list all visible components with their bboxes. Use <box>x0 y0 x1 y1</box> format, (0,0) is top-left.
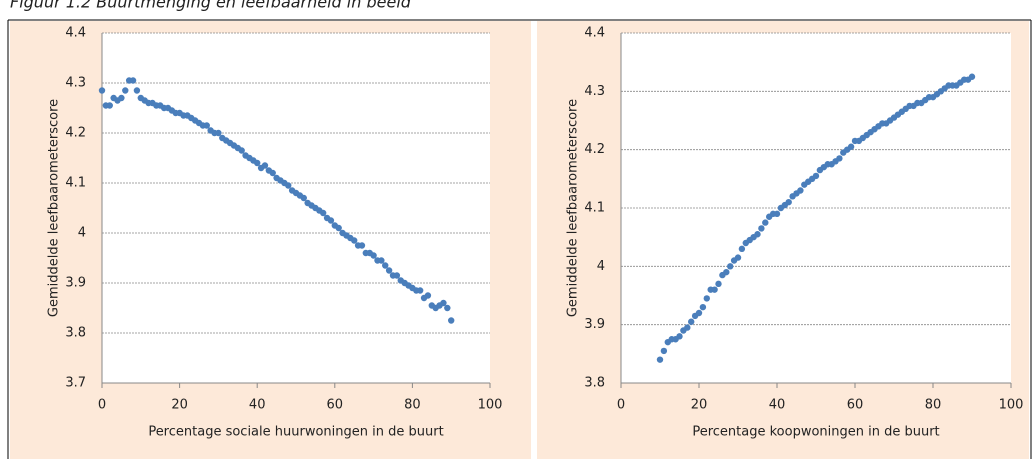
y-axis-title: Gemiddelde leefbaarometerscore <box>566 99 581 317</box>
plot-area <box>102 33 490 383</box>
y-tick-label: 4.2 <box>65 126 86 141</box>
y-axis-title: Gemiddelde leefbaarometerscore <box>47 99 62 317</box>
x-tick-label: 100 <box>999 398 1024 413</box>
data-point <box>715 280 722 288</box>
data-point <box>215 129 222 137</box>
data-point <box>762 219 769 226</box>
x-tick-label: 0 <box>617 398 625 413</box>
data-point <box>254 159 261 167</box>
data-point <box>448 317 455 324</box>
data-point <box>440 299 447 307</box>
data-point <box>122 87 129 94</box>
data-point <box>351 237 358 244</box>
y-tick-label: 4.1 <box>584 201 605 216</box>
data-point <box>370 252 377 259</box>
x-tick-label: 20 <box>171 398 188 413</box>
data-point <box>327 217 335 224</box>
x-tick-label: 0 <box>98 398 106 413</box>
data-point <box>758 225 765 232</box>
data-point <box>660 347 668 355</box>
data-point <box>968 73 976 80</box>
data-point <box>118 94 125 102</box>
data-point <box>319 209 327 217</box>
data-point <box>727 263 734 270</box>
data-point <box>133 87 141 94</box>
x-tick-label: 40 <box>249 398 266 413</box>
data-point <box>847 143 855 150</box>
data-point <box>382 262 389 269</box>
data-point <box>738 245 746 253</box>
x-tick-label: 60 <box>327 398 344 413</box>
y-tick-label: 3.7 <box>65 376 86 391</box>
data-point <box>129 77 137 84</box>
data-point <box>424 292 432 299</box>
y-tick-label: 3.9 <box>65 276 86 291</box>
data-point <box>656 356 664 363</box>
y-tick-label: 4 <box>597 259 605 274</box>
x-tick-label: 80 <box>404 398 421 413</box>
data-point <box>688 318 695 325</box>
data-point <box>261 162 269 169</box>
data-point <box>695 309 703 317</box>
data-point <box>444 304 451 312</box>
data-point <box>378 257 385 264</box>
data-point <box>797 187 804 194</box>
data-point <box>699 303 707 311</box>
data-point <box>711 286 718 293</box>
data-point <box>393 272 401 279</box>
x-axis-title: Percentage sociale huurwoningen in de bu… <box>148 425 443 440</box>
data-point <box>836 155 843 162</box>
data-point <box>285 182 292 189</box>
x-tick-label: 20 <box>691 398 708 413</box>
x-tick-label: 80 <box>925 398 942 413</box>
data-point <box>416 287 424 294</box>
data-point <box>106 102 113 109</box>
y-tick-label: 3.8 <box>584 376 605 391</box>
data-point <box>812 172 820 180</box>
data-point <box>676 333 683 340</box>
data-point <box>684 324 691 331</box>
data-point <box>385 267 393 274</box>
y-tick-label: 4.4 <box>65 26 86 41</box>
data-point <box>238 147 245 154</box>
data-point <box>773 210 781 218</box>
x-axis-title: Percentage koopwoningen in de buurt <box>692 425 939 440</box>
data-point <box>269 169 276 177</box>
y-tick-label: 4.4 <box>584 26 605 41</box>
data-point <box>98 87 106 94</box>
x-tick-label: 60 <box>847 398 864 413</box>
data-point <box>203 122 210 129</box>
y-tick-label: 3.9 <box>584 317 605 332</box>
y-tick-label: 4.2 <box>584 142 605 157</box>
y-tick-label: 3.8 <box>65 326 86 341</box>
data-point <box>723 268 730 276</box>
data-point <box>358 242 366 249</box>
y-tick-label: 4.3 <box>584 84 605 99</box>
data-point <box>785 198 792 206</box>
data-point <box>335 224 342 232</box>
data-point <box>703 295 710 302</box>
y-tick-label: 4 <box>78 226 86 241</box>
data-point <box>300 194 307 202</box>
data-point <box>734 254 742 261</box>
y-tick-label: 4.1 <box>65 176 86 191</box>
data-point <box>754 231 761 238</box>
y-tick-label: 4.3 <box>65 76 86 91</box>
x-tick-label: 100 <box>478 398 503 413</box>
figure-title: Figuur 1.2 Buurtmenging en leefbaarheid … <box>10 0 412 12</box>
x-tick-label: 40 <box>769 398 786 413</box>
